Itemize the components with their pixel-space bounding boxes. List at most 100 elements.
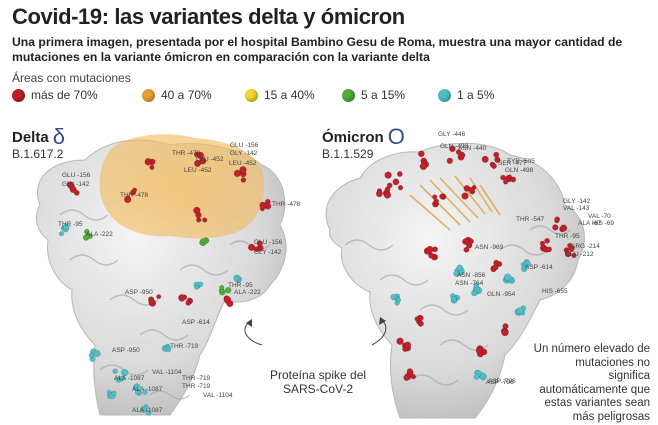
mutation-dot: [481, 155, 489, 163]
mutation-dot: [194, 159, 202, 167]
omicron-residue-label: TYR -505: [507, 158, 535, 165]
delta-residue-label: ALA -222: [86, 231, 113, 238]
mutation-dot: [426, 245, 434, 254]
mutation-dot: [475, 347, 482, 354]
mutation-dot: [490, 163, 497, 169]
mutation-dot: [148, 299, 157, 307]
page-title: Covid-19: las variantes delta y ómicron: [12, 4, 405, 29]
delta-residue-label: GLU -156: [254, 239, 283, 246]
omicron-residue-label: ASN -856: [457, 272, 486, 279]
omicron-residue-label: HIS -655: [542, 288, 568, 295]
mutation-dot: [520, 265, 528, 272]
delta-residue-label: LEU -452: [184, 167, 212, 174]
mutation-dot: [463, 246, 470, 253]
mutation-dot: [119, 375, 125, 382]
mutation-dot: [112, 368, 118, 374]
delta-title: Delta δ: [12, 124, 65, 150]
delta-residue-label: LEU -452: [196, 156, 224, 163]
mutation-dot: [111, 390, 117, 396]
omicron-title: Ómicron O: [322, 124, 405, 150]
omicron-residue-label: THR -547: [516, 216, 545, 223]
mutation-dot: [419, 162, 428, 171]
pointer-arrow-delta-icon: [246, 319, 252, 327]
delta-residue-label: THR -478: [120, 192, 149, 199]
delta-residue-label: LEU -452: [229, 160, 257, 167]
mutation-dot: [202, 217, 208, 223]
delta-spike-protein: [35, 134, 287, 416]
red-dot-icon: [12, 88, 25, 102]
mutation-dot: [256, 240, 263, 247]
omicron-residue-label: SER -477: [498, 160, 527, 167]
legend-item-15-to-40: 15 a 40%: [245, 88, 315, 102]
delta-residue-label: GLY -142: [254, 249, 282, 256]
mutation-dot: [396, 171, 403, 177]
mutation-dot: [165, 347, 172, 353]
delta-name: Delta: [12, 129, 49, 146]
mutation-dot: [559, 224, 568, 232]
mutation-dot: [200, 238, 206, 244]
legend-item-40-to-70: 40 a 70%: [142, 88, 212, 102]
mutation-dot: [449, 145, 456, 153]
mutation-dot: [134, 389, 141, 395]
cyan-dot-icon: [438, 88, 451, 102]
mutation-dot: [493, 259, 500, 266]
delta-residue-label: GLU -156: [230, 142, 259, 149]
mutation-dot: [384, 171, 392, 179]
mutation-dot: [396, 337, 404, 345]
legend-item-label: 40 a 70%: [161, 88, 212, 102]
mutation-dot: [239, 166, 247, 174]
mutation-dot: [456, 264, 463, 271]
omicron-residue-label: GLN -498: [505, 167, 534, 174]
mutation-dot: [501, 328, 509, 337]
delta-residue-label: ALA -1087: [132, 386, 163, 393]
delta-symbol-icon: δ: [52, 124, 65, 149]
mutation-dot: [473, 282, 480, 289]
pointer-line-delta: [244, 321, 263, 346]
mutation-dot: [467, 238, 474, 245]
mutation-dot: [471, 289, 478, 297]
mutation-dot: [84, 228, 90, 234]
omicron-residue-label: HIS -69: [592, 220, 614, 227]
mutation-dot: [234, 276, 240, 282]
omicron-beta-sheets: [409, 175, 501, 231]
omicron-lineage: B.1.1.529: [322, 147, 374, 161]
delta-residue-label: ASP -614: [182, 319, 210, 326]
mutation-dot: [403, 374, 410, 381]
mutation-dot: [406, 368, 414, 375]
delta-residue-label: GLY -142: [62, 181, 90, 188]
omicron-symbol-icon: O: [387, 124, 405, 149]
mutation-dot: [193, 206, 201, 215]
yellow-dot-icon: [245, 88, 258, 102]
delta-residue-label: VAL -1104: [152, 369, 182, 376]
green-dot-icon: [342, 88, 355, 102]
mutation-dot: [392, 178, 400, 186]
delta-residue-label: ALA -1087: [132, 407, 163, 414]
legend-item-label: 15 a 40%: [264, 88, 315, 102]
mutation-dot: [224, 286, 232, 294]
legend-item-more-than-70: más de 70%: [12, 88, 98, 102]
mutation-dot: [247, 243, 256, 252]
mutation-dot: [259, 201, 267, 209]
delta-residue-label: THR -95: [58, 221, 83, 228]
mutation-dot: [468, 186, 475, 194]
delta-residue-label: GLU -156: [62, 172, 91, 179]
mutation-dot: [146, 410, 152, 416]
mutation-dot: [510, 176, 517, 183]
delta-lineage: B.1.617.2: [12, 147, 64, 161]
mutation-dot: [132, 187, 138, 193]
mutation-dot: [552, 224, 559, 231]
mutation-dot: [198, 281, 204, 287]
mutation-dot: [219, 285, 225, 291]
mutation-dot: [384, 186, 391, 193]
mutation-dot: [414, 316, 420, 322]
mutation-dot: [446, 157, 453, 164]
mutation-dot: [554, 216, 561, 223]
mutation-dot: [62, 223, 70, 231]
delta-residue-label: ASP -950: [112, 347, 140, 354]
delta-residue-label: THR -478: [172, 150, 201, 157]
legend-item-label: 5 a 15%: [361, 88, 406, 102]
mutation-dot: [178, 294, 186, 302]
omicron-residue-label: GLN -954: [487, 291, 516, 298]
